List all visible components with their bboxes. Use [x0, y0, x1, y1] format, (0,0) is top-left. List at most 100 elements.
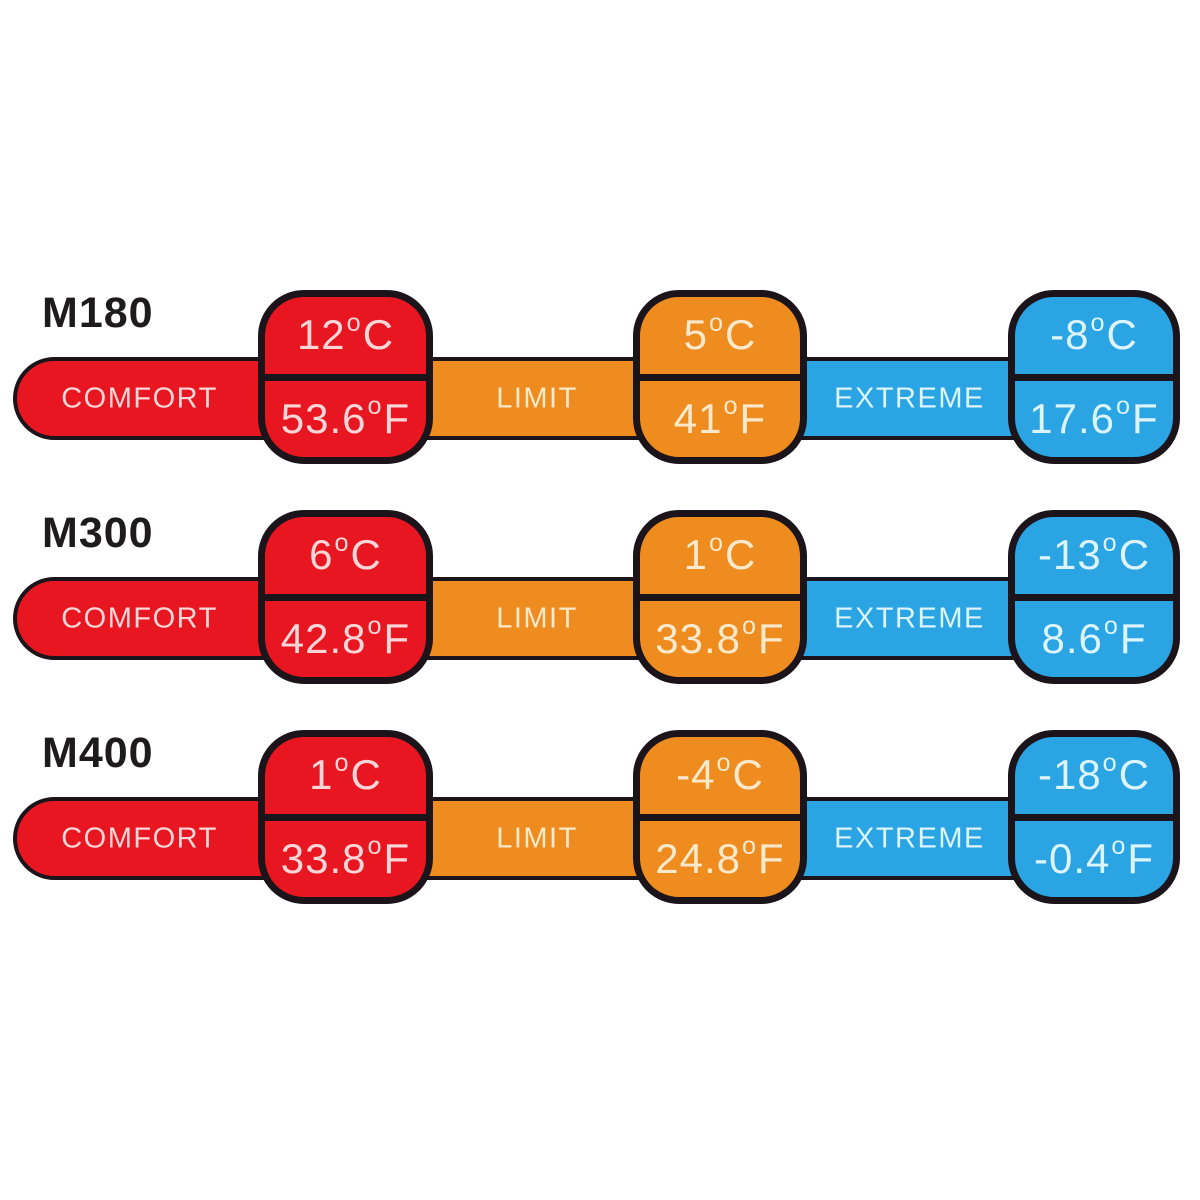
celsius-value: 6: [309, 531, 334, 579]
degree-symbol: o: [367, 392, 383, 421]
degree-symbol: o: [716, 748, 732, 777]
fahrenheit-cell: 42.8 o F: [265, 601, 426, 678]
limit-bar-label: LIMIT: [496, 602, 578, 634]
celsius-unit: C: [1106, 311, 1138, 359]
extreme-temp-box: -8 o C 17.6 o F: [1008, 290, 1180, 464]
fahrenheit-cell: 8.6 o F: [1015, 601, 1173, 678]
fahrenheit-value: 42.8: [280, 614, 367, 662]
fahrenheit-unit: F: [1119, 614, 1147, 662]
fahrenheit-value: 17.6: [1029, 394, 1116, 442]
degree-symbol: o: [334, 528, 350, 557]
extreme-temp-box: -13 o C 8.6 o F: [1008, 510, 1180, 684]
celsius-value: -18: [1037, 751, 1102, 799]
degree-symbol: o: [742, 832, 758, 861]
fahrenheit-value: 8.6: [1041, 614, 1103, 662]
celsius-cell: -4 o C: [640, 737, 800, 814]
box-divider: [1015, 593, 1173, 601]
degree-symbol: o: [1090, 308, 1106, 337]
degree-symbol: o: [723, 392, 739, 421]
limit-temp-box: -4 o C 24.8 o F: [633, 730, 807, 904]
box-divider: [640, 813, 800, 821]
celsius-value: 12: [296, 311, 346, 359]
fahrenheit-value: 53.6: [280, 394, 367, 442]
box-divider: [265, 373, 426, 381]
fahrenheit-unit: F: [758, 614, 785, 662]
comfort-bar-label: COMFORT: [61, 822, 218, 854]
comfort-bar-label: COMFORT: [61, 382, 218, 414]
degree-symbol: o: [367, 832, 383, 861]
degree-symbol: o: [742, 612, 758, 641]
degree-symbol: o: [334, 748, 350, 777]
fahrenheit-unit: F: [1127, 834, 1155, 882]
box-divider: [265, 593, 426, 601]
fahrenheit-unit: F: [1132, 394, 1159, 442]
fahrenheit-cell: 17.6 o F: [1015, 381, 1173, 458]
extreme-bar-label: EXTREME: [834, 602, 985, 634]
box-divider: [1015, 373, 1173, 381]
comfort-temp-box: 12 o C 53.6 o F: [258, 290, 433, 464]
fahrenheit-value: 41: [673, 394, 723, 442]
fahrenheit-value: -0.4: [1033, 834, 1111, 882]
degree-symbol: o: [709, 528, 725, 557]
celsius-unit: C: [1118, 531, 1151, 579]
fahrenheit-unit: F: [383, 394, 411, 442]
celsius-cell: -18 o C: [1015, 737, 1173, 814]
extreme-bar-label: EXTREME: [834, 382, 985, 414]
celsius-cell: -13 o C: [1015, 517, 1173, 594]
celsius-cell: 12 o C: [265, 297, 426, 374]
celsius-unit: C: [1118, 751, 1151, 799]
celsius-unit: C: [350, 751, 382, 799]
celsius-unit: C: [362, 311, 395, 359]
fahrenheit-value: 33.8: [280, 834, 367, 882]
limit-bar-label: LIMIT: [496, 822, 578, 854]
degree-symbol: o: [346, 308, 362, 337]
degree-symbol: o: [709, 308, 725, 337]
degree-symbol: o: [1111, 832, 1127, 861]
celsius-unit: C: [732, 751, 764, 799]
degree-symbol: o: [1103, 612, 1119, 641]
model-label: M180: [42, 289, 154, 337]
limit-bar-label: LIMIT: [496, 382, 578, 414]
model-label: M400: [42, 729, 154, 777]
fahrenheit-cell: 33.8 o F: [640, 601, 800, 678]
celsius-value: 1: [309, 751, 334, 799]
extreme-bar-label: EXTREME: [834, 822, 985, 854]
fahrenheit-unit: F: [383, 834, 411, 882]
celsius-unit: C: [725, 311, 757, 359]
fahrenheit-unit: F: [739, 394, 767, 442]
celsius-value: 1: [683, 531, 708, 579]
celsius-cell: -8 o C: [1015, 297, 1173, 374]
fahrenheit-cell: -0.4 o F: [1015, 821, 1173, 898]
celsius-value: -13: [1037, 531, 1102, 579]
box-divider: [265, 813, 426, 821]
comfort-bar-label: COMFORT: [61, 602, 218, 634]
fahrenheit-cell: 41 o F: [640, 381, 800, 458]
fahrenheit-value: 24.8: [655, 834, 742, 882]
rating-row-m180: M180 COMFORT LIMIT EXTREME 12 o C 53.6 o F 5…: [0, 290, 1200, 466]
fahrenheit-value: 33.8: [655, 614, 742, 662]
fahrenheit-unit: F: [383, 614, 411, 662]
degree-symbol: o: [1102, 748, 1118, 777]
fahrenheit-unit: F: [758, 834, 785, 882]
celsius-value: -4: [676, 751, 716, 799]
box-divider: [640, 593, 800, 601]
fahrenheit-cell: 53.6 o F: [265, 381, 426, 458]
celsius-value: 5: [683, 311, 708, 359]
degree-symbol: o: [1102, 528, 1118, 557]
celsius-value: -8: [1050, 311, 1090, 359]
degree-symbol: o: [1116, 392, 1132, 421]
box-divider: [640, 373, 800, 381]
degree-symbol: o: [367, 612, 383, 641]
fahrenheit-cell: 24.8 o F: [640, 821, 800, 898]
